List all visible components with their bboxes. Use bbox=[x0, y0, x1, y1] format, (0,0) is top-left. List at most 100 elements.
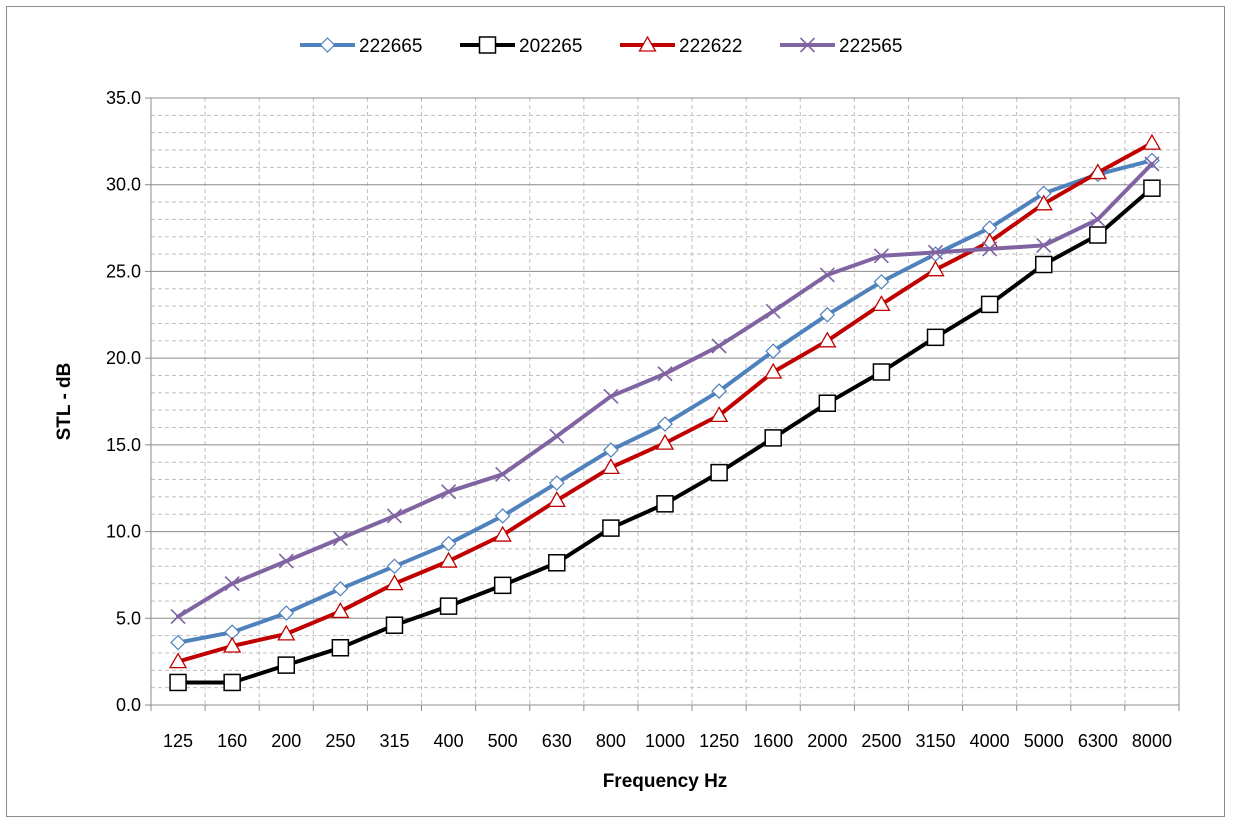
data-point bbox=[1090, 211, 1106, 227]
data-point bbox=[603, 388, 619, 404]
x-tick-label: 4000 bbox=[970, 731, 1010, 751]
data-point-stroke bbox=[170, 608, 186, 625]
data-point-stroke bbox=[711, 338, 727, 354]
data-point bbox=[331, 602, 350, 618]
legend-item: 222565 bbox=[780, 36, 902, 57]
data-point bbox=[656, 495, 674, 513]
data-point bbox=[926, 328, 945, 347]
x-tick-label: 6300 bbox=[1078, 731, 1118, 751]
x-tick-label: 250 bbox=[325, 731, 355, 751]
data-point bbox=[657, 416, 673, 432]
data-point bbox=[278, 605, 295, 621]
data-point bbox=[602, 519, 620, 537]
x-tick-label: 315 bbox=[379, 731, 409, 751]
data-point bbox=[1142, 133, 1162, 150]
x-tick-label: 1000 bbox=[645, 731, 685, 751]
x-tick-label: 500 bbox=[488, 731, 518, 751]
data-point bbox=[495, 466, 511, 482]
x-tick-label: 5000 bbox=[1024, 731, 1064, 751]
data-point bbox=[1143, 179, 1161, 197]
x-tick-label: 800 bbox=[596, 731, 626, 751]
data-point bbox=[873, 273, 890, 290]
legend-label: 222565 bbox=[839, 36, 902, 57]
data-point bbox=[494, 508, 511, 524]
series-222622 bbox=[168, 133, 1162, 669]
data-point bbox=[331, 639, 350, 657]
data-point bbox=[223, 673, 241, 692]
x-tick-label: 3150 bbox=[916, 731, 956, 751]
x-tick-label: 160 bbox=[217, 731, 247, 751]
data-point bbox=[385, 574, 404, 591]
data-point-stroke bbox=[799, 37, 816, 53]
data-point-stroke bbox=[386, 508, 403, 524]
data-point bbox=[980, 295, 999, 314]
data-point-stroke bbox=[982, 241, 998, 257]
plot-border bbox=[150, 97, 1180, 706]
y-tick-label: 20.0 bbox=[106, 348, 141, 368]
legend-item: 222665 bbox=[300, 36, 422, 57]
vertical-gridlines bbox=[204, 98, 1126, 705]
data-point bbox=[638, 35, 657, 52]
legend-label: 222622 bbox=[679, 36, 742, 57]
data-point-stroke bbox=[332, 530, 348, 547]
data-point-stroke bbox=[873, 248, 889, 264]
data-point bbox=[277, 624, 296, 641]
legend: 222665 202265 222622 222565 bbox=[300, 35, 902, 57]
data-point bbox=[927, 244, 944, 260]
x-axis-title: Frequency Hz bbox=[603, 771, 728, 792]
data-point-stroke bbox=[1144, 156, 1160, 172]
data-point-stroke bbox=[495, 466, 511, 482]
y-tick-label: 35.0 bbox=[106, 88, 141, 108]
data-point bbox=[385, 616, 404, 634]
data-point bbox=[549, 428, 565, 444]
data-point bbox=[764, 429, 782, 447]
x-tick-label: 8000 bbox=[1132, 731, 1172, 751]
x-tick-label: 400 bbox=[434, 731, 464, 751]
data-point bbox=[168, 652, 188, 669]
legend-item: 202265 bbox=[460, 36, 582, 57]
y-tick-label: 15.0 bbox=[106, 435, 141, 455]
data-point bbox=[170, 634, 186, 651]
data-point-stroke bbox=[657, 366, 673, 382]
data-point bbox=[1144, 152, 1160, 169]
y-tick-label: 5.0 bbox=[116, 608, 141, 628]
data-point bbox=[601, 458, 621, 475]
data-point bbox=[872, 363, 891, 381]
data-point-stroke bbox=[927, 244, 944, 260]
y-tick-label: 10.0 bbox=[106, 522, 141, 542]
y-tick-label: 25.0 bbox=[106, 261, 141, 281]
y-tick-label: 30.0 bbox=[106, 175, 141, 195]
data-point bbox=[1034, 255, 1053, 274]
data-point bbox=[332, 530, 348, 547]
y-tick-label: 0.0 bbox=[116, 695, 141, 715]
x-tick-label: 1600 bbox=[753, 731, 793, 751]
data-point bbox=[711, 338, 727, 354]
data-point bbox=[1089, 226, 1107, 244]
data-point bbox=[603, 442, 619, 458]
data-point bbox=[1036, 237, 1052, 253]
x-tick-label: 200 bbox=[271, 731, 301, 751]
data-point bbox=[765, 343, 782, 360]
data-point bbox=[278, 553, 294, 569]
data-point bbox=[1088, 163, 1107, 180]
data-point bbox=[169, 673, 187, 692]
data-point-stroke bbox=[549, 428, 565, 444]
data-point bbox=[818, 394, 837, 412]
legend-label: 202265 bbox=[519, 36, 582, 57]
data-point-stroke bbox=[1036, 237, 1052, 253]
x-tick-label: 2000 bbox=[807, 731, 847, 751]
data-point bbox=[548, 554, 566, 572]
data-point bbox=[386, 558, 403, 575]
data-point bbox=[872, 295, 891, 312]
series-222565 bbox=[170, 156, 1160, 625]
y-tick-labels: 0.0 5.0 10.0 15.0 20.0 25.0 30.0 35.0 bbox=[106, 88, 141, 715]
data-point-stroke bbox=[224, 576, 240, 592]
data-point-stroke bbox=[819, 267, 835, 283]
data-point bbox=[655, 433, 675, 450]
data-point bbox=[386, 508, 403, 524]
x-tick-label: 125 bbox=[163, 731, 193, 751]
data-point bbox=[799, 37, 816, 53]
data-point bbox=[547, 491, 566, 508]
data-point bbox=[493, 576, 512, 595]
axis-ticks bbox=[145, 97, 1180, 711]
